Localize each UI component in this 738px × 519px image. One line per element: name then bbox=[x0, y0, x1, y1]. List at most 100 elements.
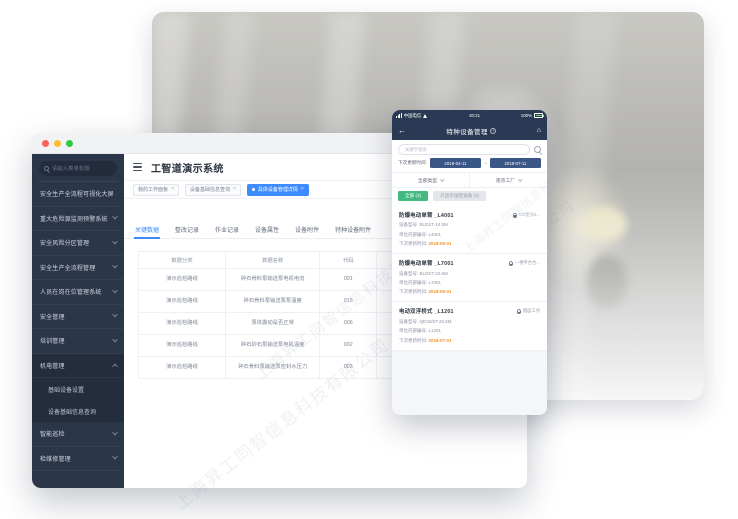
close-icon[interactable]: × bbox=[171, 186, 174, 192]
sidebar-item-label: 智能巡检 bbox=[40, 432, 65, 439]
list-item-internal-no: 单位内部编号: L4001 bbox=[399, 232, 540, 238]
tab-rectification-records[interactable]: 整改记录 bbox=[175, 221, 199, 239]
chevron-down-icon bbox=[112, 454, 118, 460]
sidebar-item-process-management[interactable]: 安全生产全流程管理 bbox=[32, 256, 124, 280]
search-icon[interactable] bbox=[534, 146, 541, 153]
tag-mandatory-inspection-only[interactable]: 只显示强检设备 (2) bbox=[433, 191, 487, 201]
sidebar-subitem-basic-device-setting[interactable]: 基础设备设置 bbox=[32, 378, 124, 400]
date-from-button[interactable]: 2018-04-11 bbox=[429, 158, 482, 168]
sidebar-item-safety-management[interactable]: 安全管理 bbox=[32, 305, 124, 329]
cell-name: 泵体震动是否正常 bbox=[224, 312, 321, 335]
sidebar-item-staff-position[interactable]: 人员在岗在位管理系统 bbox=[32, 280, 124, 305]
list-item-internal-no: 单位内部编号: L7001 bbox=[399, 280, 540, 286]
location-pin-icon bbox=[508, 260, 513, 266]
model-value: BLDST-22.5M bbox=[419, 270, 448, 276]
model-label: 设备型号: bbox=[399, 222, 419, 228]
list-item-internal-no: 单位内部编号: L1201 bbox=[399, 328, 540, 334]
select-device-type[interactable]: 全部类型 bbox=[392, 173, 470, 187]
list-item[interactable]: 防爆电动单臂 _L4001 CO室分û... 设备型号: BLDST-14.5M… bbox=[392, 206, 547, 255]
zoom-button[interactable] bbox=[66, 139, 73, 147]
sidebar-item-smart-inspection[interactable]: 智能巡检 bbox=[32, 422, 124, 447]
chip-label: 设备基础信息查询 bbox=[189, 187, 230, 193]
minimize-button[interactable] bbox=[54, 139, 61, 147]
sidebar-search-input[interactable]: 请输入菜单标题 bbox=[39, 161, 117, 176]
list-item[interactable]: 电动双浮桥式 _L1201 烟囱工序 设备型号: QD32/5T-25.5M 单… bbox=[392, 302, 547, 351]
cell-code: 003 bbox=[319, 356, 378, 379]
internal-no-label: 单位内部编号: bbox=[399, 231, 428, 237]
phone-filter-tags: 全部 (3) 只显示强检设备 (2) bbox=[392, 187, 547, 206]
tab-operation-records[interactable]: 作业记录 bbox=[215, 221, 239, 239]
model-value: QD32/5T-25.5M bbox=[419, 318, 452, 324]
location-label: CO室分û... bbox=[518, 212, 540, 217]
tab-label: 设备属性 bbox=[255, 228, 280, 234]
column-header-category: 数据分类 bbox=[138, 251, 226, 269]
sidebar-item-label: 安全风险分区管理 bbox=[40, 241, 90, 248]
close-icon[interactable]: × bbox=[300, 186, 304, 192]
location-pin-icon bbox=[516, 308, 521, 314]
chevron-down-icon bbox=[112, 312, 118, 318]
sidebar-subitem-device-info-query[interactable]: 设备基础信息查询 bbox=[32, 400, 124, 422]
tab-special-device-attachments[interactable]: 特种设备附件 bbox=[335, 221, 371, 239]
column-header-code: 代码 bbox=[319, 251, 378, 269]
close-button[interactable] bbox=[42, 139, 49, 147]
chevron-down-icon bbox=[112, 214, 118, 220]
sidebar-item-label: 培训管理 bbox=[40, 339, 65, 346]
internal-no-label: 单位内部编号: bbox=[399, 279, 428, 285]
sidebar-subitem-label: 基础设备设置 bbox=[48, 387, 85, 394]
tab-device-attributes[interactable]: 设备属性 bbox=[255, 221, 279, 239]
phone-search-input[interactable]: 关键字搜索 bbox=[398, 144, 530, 155]
phone-search-row: 关键字搜索 bbox=[392, 140, 547, 158]
select-factory[interactable]: 南京工厂 bbox=[470, 173, 547, 187]
phone-title-label: 特种设备管理 bbox=[446, 128, 488, 136]
sidebar-item-label: 机电管理 bbox=[40, 363, 65, 370]
home-icon[interactable]: ⌂ bbox=[536, 127, 541, 134]
tag-all[interactable]: 全部 (3) bbox=[398, 191, 429, 201]
sidebar-item-risk-zone[interactable]: 安全风险分区管理 bbox=[32, 231, 124, 256]
model-label: 设备型号: bbox=[399, 270, 419, 276]
tab-device-attachments[interactable]: 设备附件 bbox=[295, 221, 319, 239]
chip-label: 具体设备管理详情 bbox=[257, 187, 298, 193]
cell-name: 碎石骨料泵输送泵电机电流 bbox=[224, 268, 321, 291]
chip-device-detail[interactable]: 具体设备管理详情 × bbox=[246, 183, 309, 196]
cell-category: 演示巡检路线 bbox=[138, 312, 226, 335]
tab-key-data[interactable]: 关键数据 bbox=[133, 221, 161, 239]
close-icon[interactable]: × bbox=[232, 186, 236, 192]
next-update-value: 2018-05-01 bbox=[428, 289, 452, 295]
sidebar-item-maintenance[interactable]: 检维修管理 bbox=[32, 447, 124, 471]
sidebar-item-label: 安全生产全流程管理 bbox=[40, 265, 96, 272]
sidebar-submenu: 基础设备设置 设备基础信息查询 bbox=[32, 378, 124, 422]
internal-no-value: L1201 bbox=[428, 328, 442, 334]
hamburger-icon[interactable] bbox=[133, 163, 142, 171]
chip-my-workbench[interactable]: 我的工作面板 × bbox=[133, 183, 179, 196]
list-item-title: 防爆电动单臂 _L7001 bbox=[399, 261, 454, 268]
sidebar-item-dashboard[interactable]: 安全生产全流程可视化大屏 bbox=[32, 182, 124, 207]
search-icon bbox=[44, 166, 49, 171]
sidebar-subitem-label: 设备基础信息查询 bbox=[48, 409, 97, 416]
internal-no-value: L7001 bbox=[428, 279, 442, 285]
cell-category: 演示巡检路线 bbox=[138, 356, 226, 379]
list-item-next-update: 下次更新时间: 2018-05-01 bbox=[399, 289, 540, 295]
active-dot-icon bbox=[251, 188, 255, 191]
model-label: 设备型号: bbox=[399, 318, 419, 324]
cell-name: 碎石骨料泵输送泵泵温度 bbox=[224, 290, 321, 313]
tab-label: 特种设备附件 bbox=[335, 228, 372, 234]
list-item-next-update: 下次更新时间: 2018-05-01 bbox=[399, 241, 540, 247]
arrow-left-icon[interactable]: ← bbox=[398, 125, 406, 135]
phone-title: 特种设备管理 ? bbox=[446, 126, 497, 136]
wifi-icon bbox=[423, 113, 428, 118]
list-item[interactable]: 防爆电动单臂 _L7001 一楼平台合... 设备型号: BLDST-22.5M… bbox=[392, 254, 547, 303]
date-to-button[interactable]: 2018-07-11 bbox=[489, 158, 541, 168]
sidebar-item-training[interactable]: 培训管理 bbox=[32, 329, 124, 354]
select-label: 全部类型 bbox=[417, 178, 438, 184]
sidebar-item-electromechanical[interactable]: 机电管理 bbox=[32, 353, 124, 378]
chip-device-info-query[interactable]: 设备基础信息查询 × bbox=[184, 183, 241, 196]
info-icon[interactable]: ? bbox=[490, 127, 497, 134]
tab-label: 关键数据 bbox=[135, 228, 160, 234]
list-item-next-update: 下次更新时间: 2018-07-01 bbox=[399, 338, 540, 344]
phone-select-row: 全部类型 南京工厂 bbox=[392, 172, 547, 187]
sidebar-item-hazard-monitoring[interactable]: 重大危险源监测预警系统 bbox=[32, 207, 124, 231]
sidebar-search-placeholder: 请输入菜单标题 bbox=[52, 166, 90, 172]
chevron-down-icon bbox=[112, 238, 118, 245]
list-item-location: CO室分û... bbox=[512, 212, 540, 218]
